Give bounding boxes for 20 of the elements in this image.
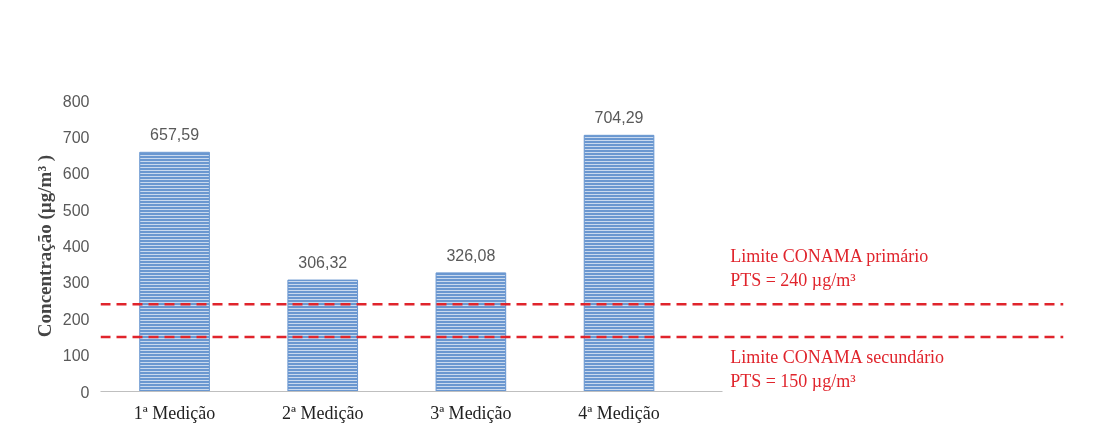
data-label: 657,59: [150, 126, 200, 144]
ref-line-label: Limite CONAMA primário PTS = 240 µg/m³: [730, 246, 929, 291]
y-tick-label: 300: [62, 274, 90, 292]
y-tick-label: 400: [62, 238, 90, 255]
y-tick-label: 800: [62, 92, 90, 110]
x-tick-label: 2ª Medição: [282, 402, 364, 423]
y-tick-label: 100: [62, 347, 90, 365]
y-tick-label: 700: [62, 128, 90, 146]
x-tick-label: 1ª Medição: [133, 402, 216, 423]
x-tick-label: 3ª Medição: [430, 402, 512, 423]
y-tick-label: 500: [62, 201, 90, 219]
y-axis-title: Concentração (µg/m³ ): [33, 154, 56, 338]
x-tick-label: 4ª Medição: [578, 402, 660, 423]
data-label: 326,08: [446, 246, 496, 264]
y-tick-label: 0: [80, 383, 90, 401]
y-tick-label: 600: [62, 165, 90, 183]
ref-line-label: Limite CONAMA secundário PTS = 150 µg/m³: [730, 346, 945, 391]
y-tick-label: 200: [62, 310, 90, 328]
data-label: 306,32: [298, 254, 348, 272]
data-label: 704,29: [594, 109, 644, 127]
